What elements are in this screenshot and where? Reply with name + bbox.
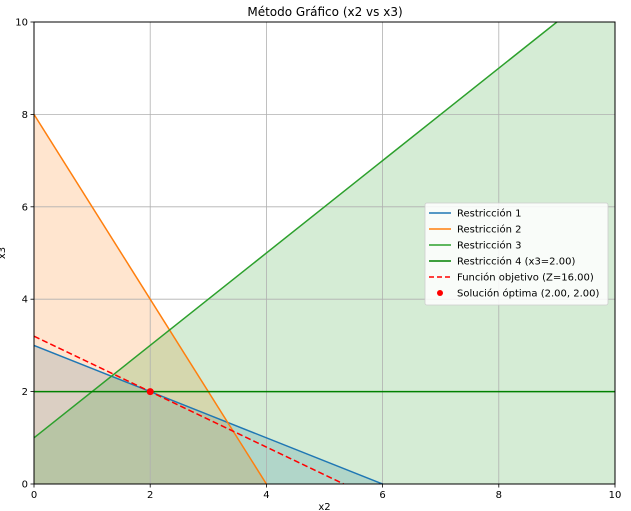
legend-label: Restricción 4 (x3=2.00)	[457, 256, 575, 268]
legend-label: Función objetivo (Z=16.00)	[457, 272, 594, 284]
legend-label: Restricción 1	[457, 208, 521, 220]
y-tick-label: 6	[22, 202, 28, 213]
y-tick-label: 2	[22, 387, 28, 398]
y-axis-ticks: 0 2 4 6 8 10	[15, 18, 34, 491]
y-tick-label: 4	[22, 295, 28, 306]
x-tick-label: 10	[609, 490, 622, 501]
series-line-1	[34, 344, 383, 484]
y-axis-label: x3	[0, 247, 8, 259]
series-line-5	[34, 335, 345, 484]
y-tick-label: 0	[22, 480, 28, 491]
legend: Restricción 1 Restricción 2 Restricción 3 R…	[424, 202, 609, 306]
y-tick-label: 10	[15, 18, 28, 29]
series-line-3	[34, 22, 558, 439]
legend-label: Restricción 2	[457, 224, 521, 236]
series-line-2	[34, 114, 268, 484]
legend-swatch-point	[437, 290, 443, 296]
x-tick-label: 2	[147, 490, 153, 501]
legend-label: Restricción 3	[457, 240, 521, 252]
legend-label: Solución óptima (2.00, 2.00)	[457, 288, 599, 300]
fill-region-3	[34, 22, 615, 484]
chart-title: Método Gráfico (x2 vs x3)	[247, 5, 402, 19]
optimal-point	[146, 388, 154, 396]
legend-box	[424, 202, 609, 306]
x-axis-ticks: 0 2 4 6 8 10	[31, 484, 622, 501]
x-tick-label: 8	[496, 490, 502, 501]
x-axis-label: x2	[318, 502, 330, 511]
solution-points	[146, 388, 154, 396]
x-tick-label: 6	[379, 490, 385, 501]
x-tick-label: 0	[31, 490, 37, 501]
plot-frame	[33, 21, 616, 485]
x-tick-label: 4	[263, 490, 269, 501]
y-tick-label: 8	[22, 110, 28, 121]
constraint-lines	[34, 22, 615, 484]
